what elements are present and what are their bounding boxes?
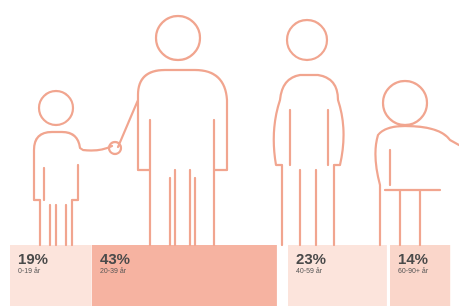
bars: 19%0-19 år 43%20-39 år 23%40-59 år 14%60-90… <box>10 245 450 306</box>
adult2-head <box>287 20 327 60</box>
value-label: 19% <box>18 251 48 268</box>
elder-body <box>375 126 459 245</box>
figures <box>34 16 459 245</box>
child-head <box>39 91 73 125</box>
adult2-body <box>274 75 344 245</box>
category-label: 60-90+ år <box>398 267 429 275</box>
category-label: 40-59 år <box>296 267 323 275</box>
child-legs <box>44 165 78 245</box>
category-label: 20-39 år <box>100 267 127 275</box>
infographic: 19%0-19 år 43%20-39 år 23%40-59 år 14%60-90… <box>0 0 459 306</box>
adult-body <box>118 70 227 245</box>
adult-head <box>156 16 200 60</box>
value-label: 14% <box>398 251 428 268</box>
value-label: 43% <box>100 251 130 268</box>
value-label: 23% <box>296 251 326 268</box>
elder-head <box>383 81 427 125</box>
category-label: 0-19 år <box>18 267 41 275</box>
